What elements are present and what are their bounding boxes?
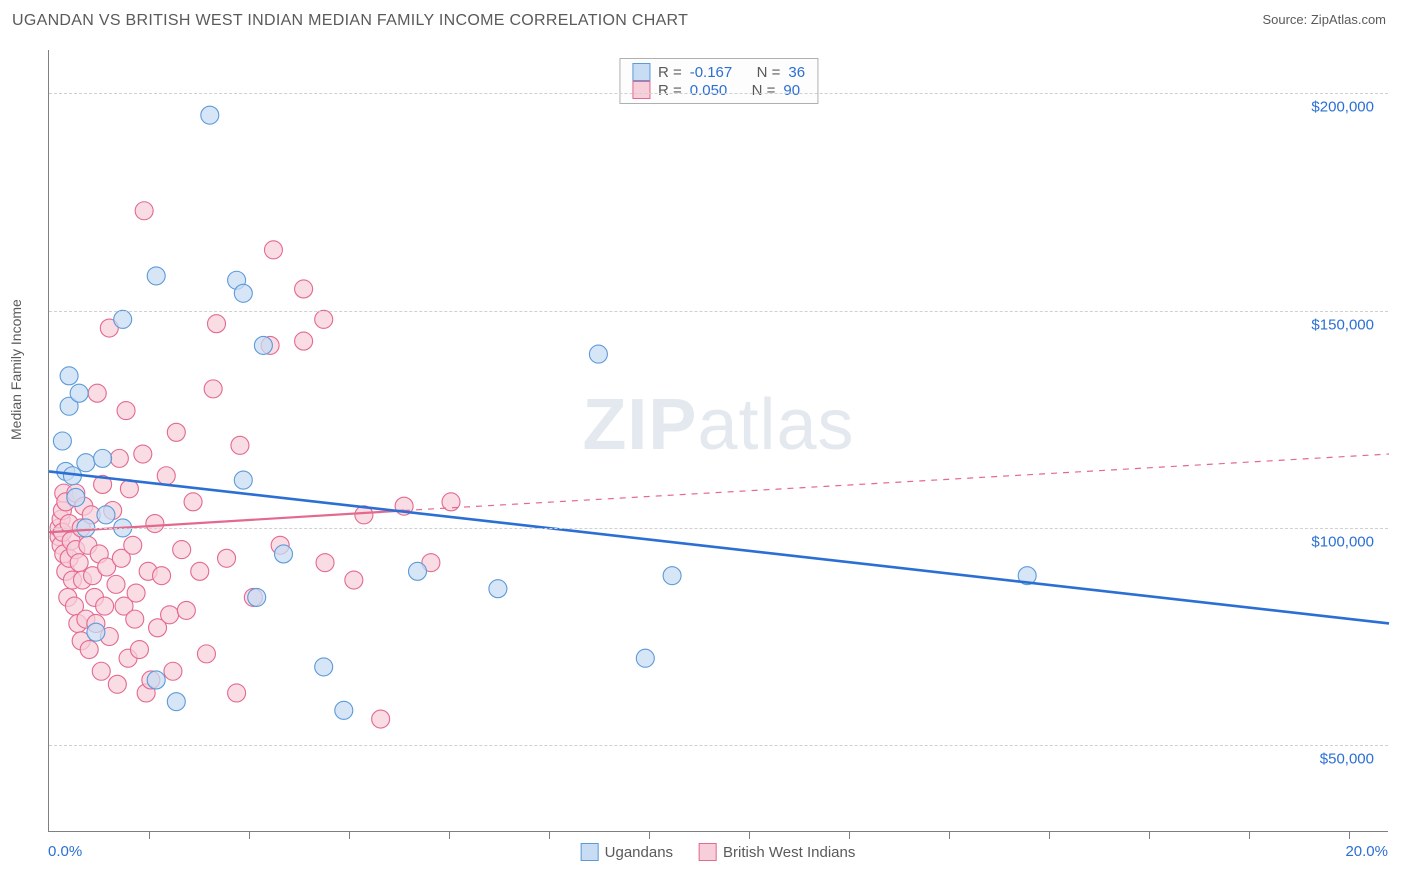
data-point (208, 315, 226, 333)
plot-area: ZIPatlas R = -0.167 N = 36 R = 0.050 N =… (48, 50, 1388, 832)
data-point (197, 645, 215, 663)
data-point (345, 571, 363, 589)
data-point (589, 345, 607, 363)
data-point (97, 506, 115, 524)
data-point (60, 367, 78, 385)
data-point (77, 454, 95, 472)
data-point (173, 541, 191, 559)
data-point (146, 515, 164, 533)
gridline (49, 93, 1388, 94)
x-tick (149, 831, 150, 839)
data-point (636, 649, 654, 667)
data-point (177, 601, 195, 619)
data-point (275, 545, 293, 563)
data-point (70, 554, 88, 572)
data-point (53, 432, 71, 450)
data-point (117, 402, 135, 420)
data-point (409, 562, 427, 580)
data-point (67, 488, 85, 506)
data-point (92, 662, 110, 680)
x-max-label: 20.0% (1345, 843, 1388, 860)
y-tick-label: $150,000 (1311, 316, 1374, 333)
data-point (127, 584, 145, 602)
legend-item-ugandans: Ugandans (581, 843, 673, 861)
data-point (315, 310, 333, 328)
data-point (153, 567, 171, 585)
x-tick (1249, 831, 1250, 839)
data-point (335, 701, 353, 719)
data-point (264, 241, 282, 259)
gridline (49, 311, 1388, 312)
chart-svg (49, 50, 1388, 831)
legend-item-bwi: British West Indians (699, 843, 855, 861)
data-point (114, 310, 132, 328)
data-point (204, 380, 222, 398)
x-tick (249, 831, 250, 839)
x-tick (549, 831, 550, 839)
data-point (70, 384, 88, 402)
data-point (161, 606, 179, 624)
data-point (316, 554, 334, 572)
data-point (107, 575, 125, 593)
data-point (234, 471, 252, 489)
x-tick (1049, 831, 1050, 839)
data-point (254, 336, 272, 354)
source-label: Source: ZipAtlas.com (1262, 12, 1386, 27)
y-tick-label: $50,000 (1320, 751, 1374, 768)
data-point (167, 423, 185, 441)
data-point (184, 493, 202, 511)
data-point (94, 449, 112, 467)
data-point (228, 684, 246, 702)
data-point (130, 641, 148, 659)
data-point (315, 658, 333, 676)
data-point (167, 693, 185, 711)
x-axis: 0.0% Ugandans British West Indians 20.0% (48, 843, 1388, 883)
data-point (489, 580, 507, 598)
x-tick (1349, 831, 1350, 839)
y-tick-label: $100,000 (1311, 533, 1374, 550)
x-tick (949, 831, 950, 839)
x-tick (749, 831, 750, 839)
data-point (110, 449, 128, 467)
data-point (87, 623, 105, 641)
gridline (49, 528, 1388, 529)
data-point (191, 562, 209, 580)
y-axis-label: Median Family Income (8, 299, 24, 440)
data-point (147, 671, 165, 689)
x-min-label: 0.0% (48, 843, 82, 860)
data-point (135, 202, 153, 220)
series-legend: Ugandans British West Indians (581, 843, 856, 861)
data-point (295, 332, 313, 350)
data-point (164, 662, 182, 680)
data-point (157, 467, 175, 485)
gridline (49, 745, 1388, 746)
data-point (96, 597, 114, 615)
data-point (295, 280, 313, 298)
data-point (124, 536, 142, 554)
data-point (126, 610, 144, 628)
data-point (231, 436, 249, 454)
x-tick (1149, 831, 1150, 839)
data-point (248, 588, 266, 606)
data-point (88, 384, 106, 402)
data-point (234, 284, 252, 302)
swatch-bwi (699, 843, 717, 861)
data-point (147, 267, 165, 285)
x-tick (449, 831, 450, 839)
data-point (201, 106, 219, 124)
y-tick-label: $200,000 (1311, 99, 1374, 116)
data-point (372, 710, 390, 728)
data-point (134, 445, 152, 463)
x-tick (849, 831, 850, 839)
data-point (218, 549, 236, 567)
data-point (80, 641, 98, 659)
x-tick (649, 831, 650, 839)
data-point (108, 675, 126, 693)
x-tick (349, 831, 350, 839)
data-point (663, 567, 681, 585)
swatch-ugandans (581, 843, 599, 861)
chart-title: UGANDAN VS BRITISH WEST INDIAN MEDIAN FA… (12, 12, 688, 30)
